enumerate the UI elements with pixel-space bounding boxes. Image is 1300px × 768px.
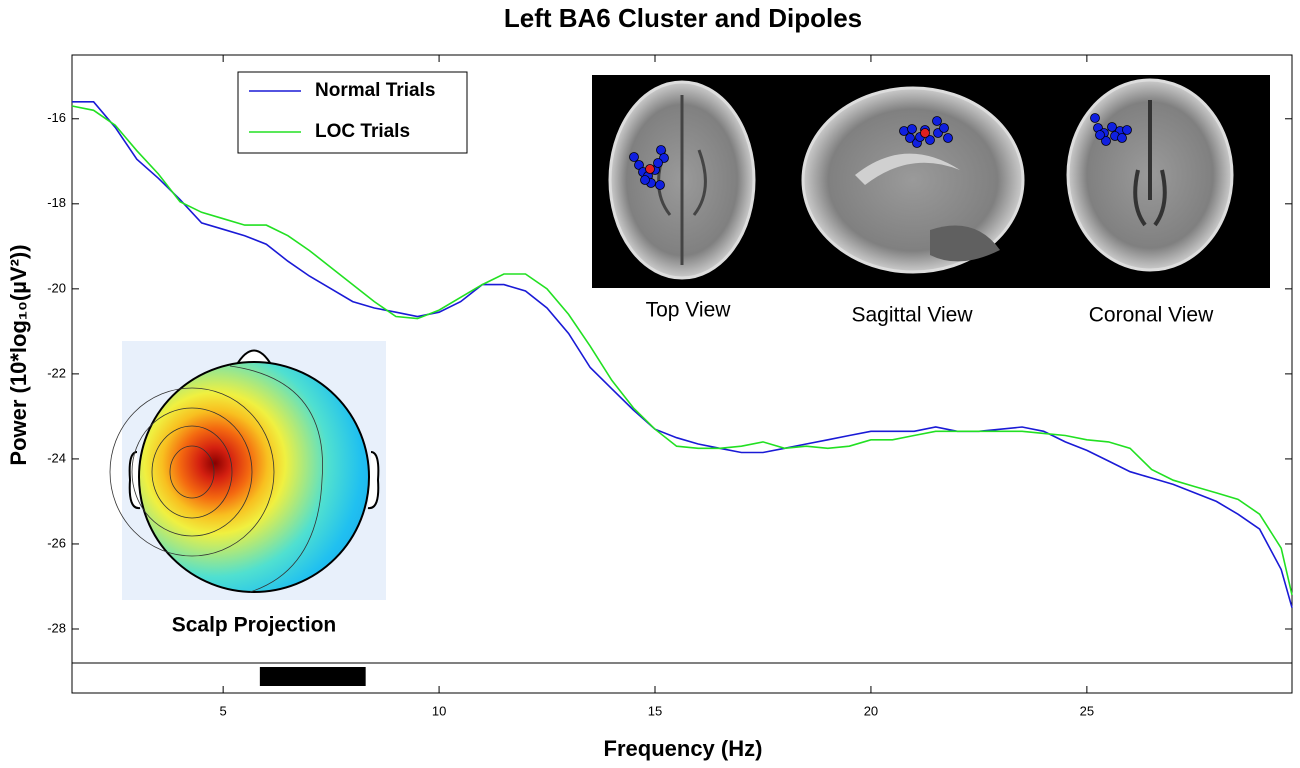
series-line — [71, 105, 1293, 596]
x-tick-label: 15 — [648, 703, 662, 718]
y-tick-label: -18 — [47, 195, 66, 210]
x-tick-label: 20 — [864, 703, 878, 718]
y-tick-label: -26 — [47, 535, 66, 550]
scalp-contour — [169, 445, 215, 499]
dipole — [629, 152, 639, 162]
dipole — [1101, 136, 1111, 146]
y-tick-label: -16 — [47, 110, 66, 125]
scalp-contour — [109, 387, 275, 557]
series-line — [72, 101, 1293, 608]
chart-title: Left BA6 Cluster and Dipoles — [504, 3, 862, 33]
dipole — [920, 128, 930, 138]
brain-callosum — [855, 153, 960, 185]
annotation: Top View — [646, 299, 732, 322]
y-tick-label: -24 — [47, 450, 66, 465]
y-tick-label: -22 — [47, 365, 66, 380]
scalp-contour — [131, 407, 253, 537]
y-tick-label: -20 — [47, 280, 66, 295]
dipole — [925, 135, 935, 145]
dipole — [939, 123, 949, 133]
dipole — [1107, 122, 1117, 132]
y-axis-label: Power (10*log₁₀(µV²)) — [6, 244, 31, 465]
dipole — [907, 124, 917, 134]
brain-ventricles — [1133, 100, 1167, 227]
x-axis-label: Frequency (Hz) — [604, 736, 763, 761]
dipole — [1117, 133, 1127, 143]
legend-box — [237, 71, 468, 154]
dipole — [653, 158, 663, 168]
legend-label: LOC Trials — [315, 121, 410, 142]
legend-label: Normal Trials — [315, 80, 435, 101]
dipole — [640, 175, 650, 185]
x-tick-label: 10 — [432, 703, 446, 718]
brain-cerebellum — [930, 225, 1000, 262]
brain-sagittal — [801, 86, 1025, 274]
dipole — [655, 180, 665, 190]
dipole — [943, 133, 953, 143]
scalp-ear-right — [367, 451, 380, 510]
x-tick-label: 5 — [220, 703, 227, 718]
significance-bar — [259, 667, 366, 686]
scalp-map — [138, 361, 370, 593]
dipole — [1122, 125, 1132, 135]
scalp-contour — [229, 365, 323, 593]
annotation: Scalp Projection — [172, 614, 337, 637]
y-tick-label: -28 — [47, 620, 66, 635]
dipole — [645, 164, 655, 174]
dipole — [905, 133, 915, 143]
annotation: Sagittal View — [851, 304, 973, 327]
dipole — [1095, 130, 1105, 140]
scalp-contour — [151, 425, 233, 519]
annotation: Coronal View — [1089, 304, 1214, 327]
x-tick-label: 25 — [1080, 703, 1094, 718]
dipole — [1090, 113, 1100, 123]
dipole — [932, 116, 942, 126]
